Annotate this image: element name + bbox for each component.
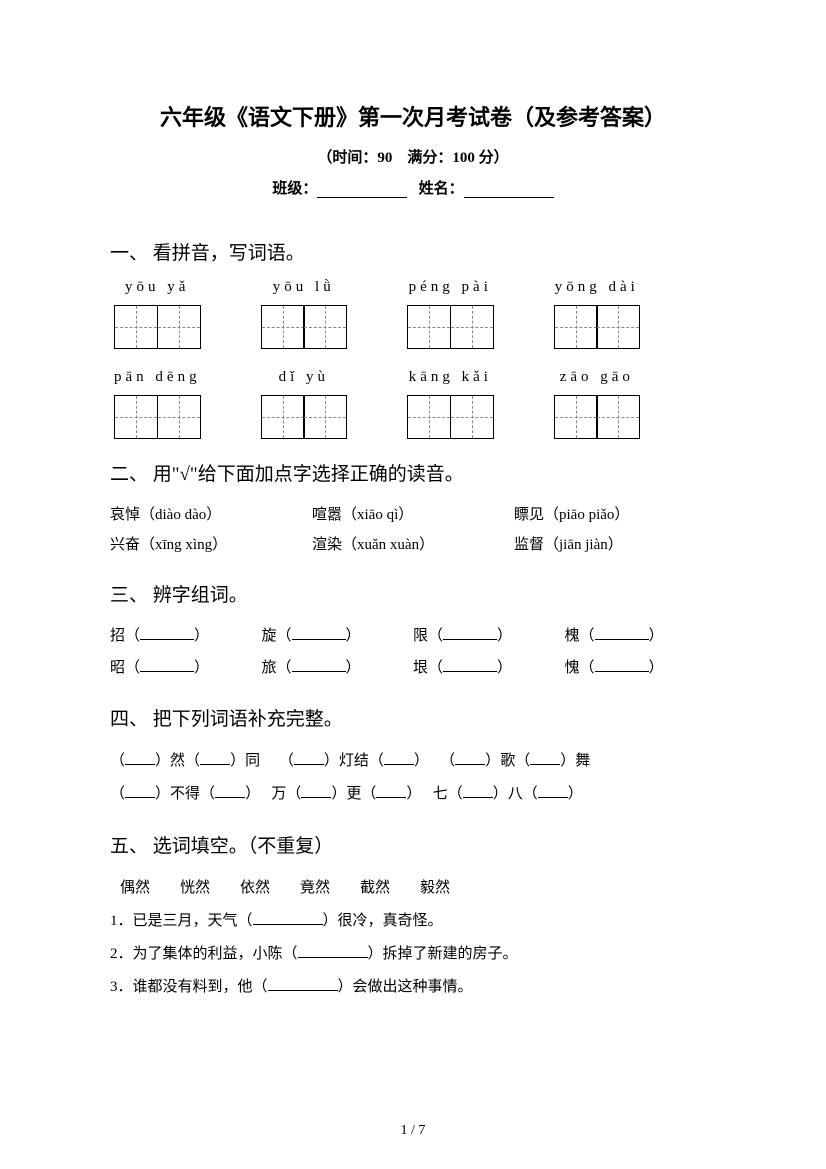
blank[interactable] [140,627,194,641]
blank[interactable] [376,785,406,799]
pinyin: péng pài [409,279,492,299]
pinyin: zāo gāo [560,369,634,389]
q4-line-2: （）不得（） 万（）更（） 七（）八（） [110,778,716,811]
q1-row-2: pān dēng dǐ yù kāng kǎi zāo gāo [114,369,716,439]
q5-sentence-2: 2．为了集体的利益，小陈（）拆掉了新建的房子。 [110,938,716,971]
question-1: 一、 看拼音，写词语。 yōu yǎ yōu lǜ péng pài yōng … [110,238,716,439]
question-5: 五、 选词填空。（不重复） 偶然 恍然 依然 竟然 截然 毅然 1．已是三月，天… [110,831,716,1004]
blank[interactable] [253,912,323,926]
blank[interactable] [595,658,649,672]
q3-item: 垠（） [413,653,565,685]
q2-item: 哀悼（diào dào） [110,500,312,530]
q2-item: 监督（jiān jiàn） [514,530,716,560]
blank[interactable] [455,752,485,766]
q3-item: 愧（） [565,653,717,685]
q5-title: 五、 选词填空。（不重复） [110,831,716,858]
blank[interactable] [538,785,568,799]
tianzige[interactable] [554,395,641,439]
blank[interactable] [294,752,324,766]
blank[interactable] [215,785,245,799]
q2-item: 喧嚣（xiāo qì） [312,500,514,530]
q3-item: 旅（） [262,653,414,685]
class-blank[interactable] [317,183,407,198]
q1-row-1: yōu yǎ yōu lǜ péng pài yōng dài [114,279,716,349]
question-2: 二、 用"√"给下面加点字选择正确的读音。 哀悼（diào dào） 喧嚣（xi… [110,459,716,560]
tianzige[interactable] [114,395,201,439]
blank[interactable] [200,752,230,766]
tianzige[interactable] [114,305,201,349]
blank[interactable] [443,627,497,641]
q2-item: 瞟见（piāo piǎo） [514,500,716,530]
q2-row-2: 兴奋（xīng xìng） 渲染（xuǎn xuàn） 监督（jiān jiàn… [110,530,716,560]
blank[interactable] [140,658,194,672]
pinyin: pān dēng [114,369,201,389]
tianzige[interactable] [407,305,494,349]
blank[interactable] [443,658,497,672]
q5-sentence-1: 1．已是三月，天气（）很冷，真奇怪。 [110,905,716,938]
student-info-line: 班级： 姓名： [110,177,716,198]
q4-title: 四、 把下列词语补充完整。 [110,704,716,731]
q1-title: 一、 看拼音，写词语。 [110,238,716,265]
name-label: 姓名： [419,181,464,197]
q5-sentence-3: 3．谁都没有料到，他（）会做出这种事情。 [110,971,716,1004]
question-4: 四、 把下列词语补充完整。 （）然（）同 （）灯结（） （）歌（）舞 （）不得（… [110,704,716,811]
q2-row-1: 哀悼（diào dào） 喧嚣（xiāo qì） 瞟见（piāo piǎo） [110,500,716,530]
pinyin: yōu yǎ [125,279,189,299]
q3-title: 三、 辨字组词。 [110,580,716,607]
pinyin: yōng dài [555,279,639,299]
q5-word-bank: 偶然 恍然 依然 竟然 截然 毅然 [120,872,716,905]
exam-title: 六年级《语文下册》第一次月考试卷（及参考答案） [110,100,716,132]
class-label: 班级： [272,181,317,197]
blank[interactable] [384,752,414,766]
q2-item: 渲染（xuǎn xuàn） [312,530,514,560]
q2-title: 二、 用"√"给下面加点字选择正确的读音。 [110,459,716,486]
q3-item: 限（） [413,621,565,653]
tianzige[interactable] [261,305,348,349]
blank[interactable] [125,752,155,766]
q3-item: 昭（） [110,653,262,685]
pinyin: yōu lǜ [273,279,335,299]
page-number: 1 / 7 [0,1123,826,1139]
q3-item: 旋（） [262,621,414,653]
blank[interactable] [463,785,493,799]
blank[interactable] [530,752,560,766]
blank[interactable] [298,945,368,959]
q3-item: 招（） [110,621,262,653]
blank[interactable] [595,627,649,641]
exam-subtitle: （时间：90 满分：100 分） [110,146,716,167]
q3-item: 槐（） [565,621,717,653]
tianzige[interactable] [261,395,348,439]
q4-line-1: （）然（）同 （）灯结（） （）歌（）舞 [110,745,716,778]
tianzige[interactable] [407,395,494,439]
name-blank[interactable] [464,183,554,198]
question-3: 三、 辨字组词。 招（） 旋（） 限（） 槐（） 昭（） 旅（） 垠（） 愧（） [110,580,716,684]
blank[interactable] [292,658,346,672]
pinyin: kāng kǎi [409,369,492,389]
q2-item: 兴奋（xīng xìng） [110,530,312,560]
blank[interactable] [292,627,346,641]
blank[interactable] [301,785,331,799]
blank[interactable] [125,785,155,799]
pinyin: dǐ yù [279,369,329,389]
blank[interactable] [268,978,338,992]
tianzige[interactable] [554,305,641,349]
